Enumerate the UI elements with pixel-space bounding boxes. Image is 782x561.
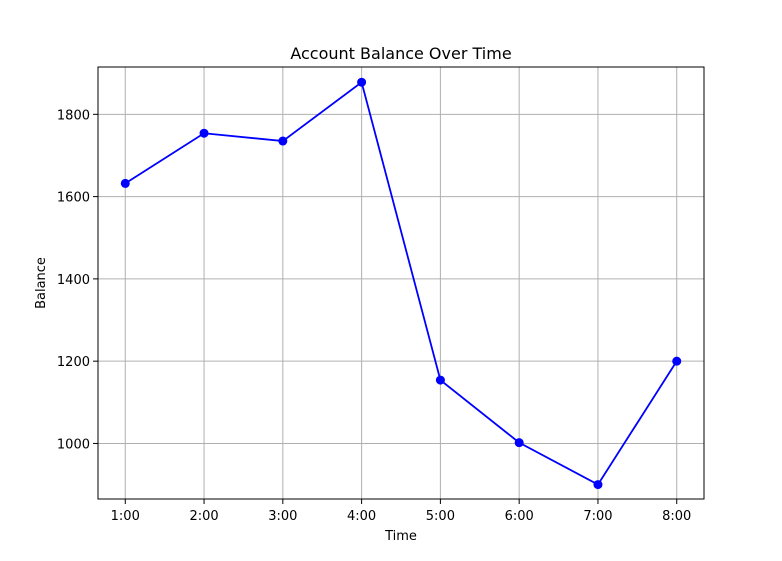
x-tick-label: 4:00: [347, 509, 376, 524]
series-layer: [120, 77, 682, 490]
data-point: [278, 136, 288, 146]
plot-area-frame: [97, 66, 705, 500]
data-point: [593, 480, 603, 490]
series-line: [124, 80, 678, 486]
x-tick-label: 3:00: [268, 509, 297, 524]
y-axis-label: Balance: [34, 257, 49, 309]
y-tick-label: 1800: [57, 108, 90, 123]
x-tick-label: 5:00: [426, 509, 455, 524]
chart-title: Account Balance Over Time: [290, 44, 511, 63]
grid: [98, 67, 704, 499]
data-point: [435, 375, 445, 385]
y-tick-label: 1600: [57, 191, 90, 206]
y-tick-label: 1400: [57, 273, 90, 288]
x-tick-label: 1:00: [111, 509, 140, 524]
data-point: [199, 128, 209, 138]
y-tick-label: 1200: [57, 355, 90, 370]
x-axis: 1:00 2:00 3:00 4:00 5:00 6:00 7:00 8:00: [111, 499, 691, 524]
x-tick-label: 6:00: [505, 509, 534, 524]
y-tick-label: 1000: [57, 437, 90, 452]
x-axis-label: Time: [384, 529, 417, 544]
data-point: [514, 438, 524, 448]
x-tick-label: 8:00: [662, 509, 691, 524]
data-point: [357, 77, 367, 87]
x-tick-label: 2:00: [189, 509, 218, 524]
y-axis: 1000 1200 1400 1600 1800: [57, 108, 98, 452]
data-point: [672, 356, 682, 366]
data-point: [120, 178, 130, 188]
x-tick-label: 7:00: [583, 509, 612, 524]
